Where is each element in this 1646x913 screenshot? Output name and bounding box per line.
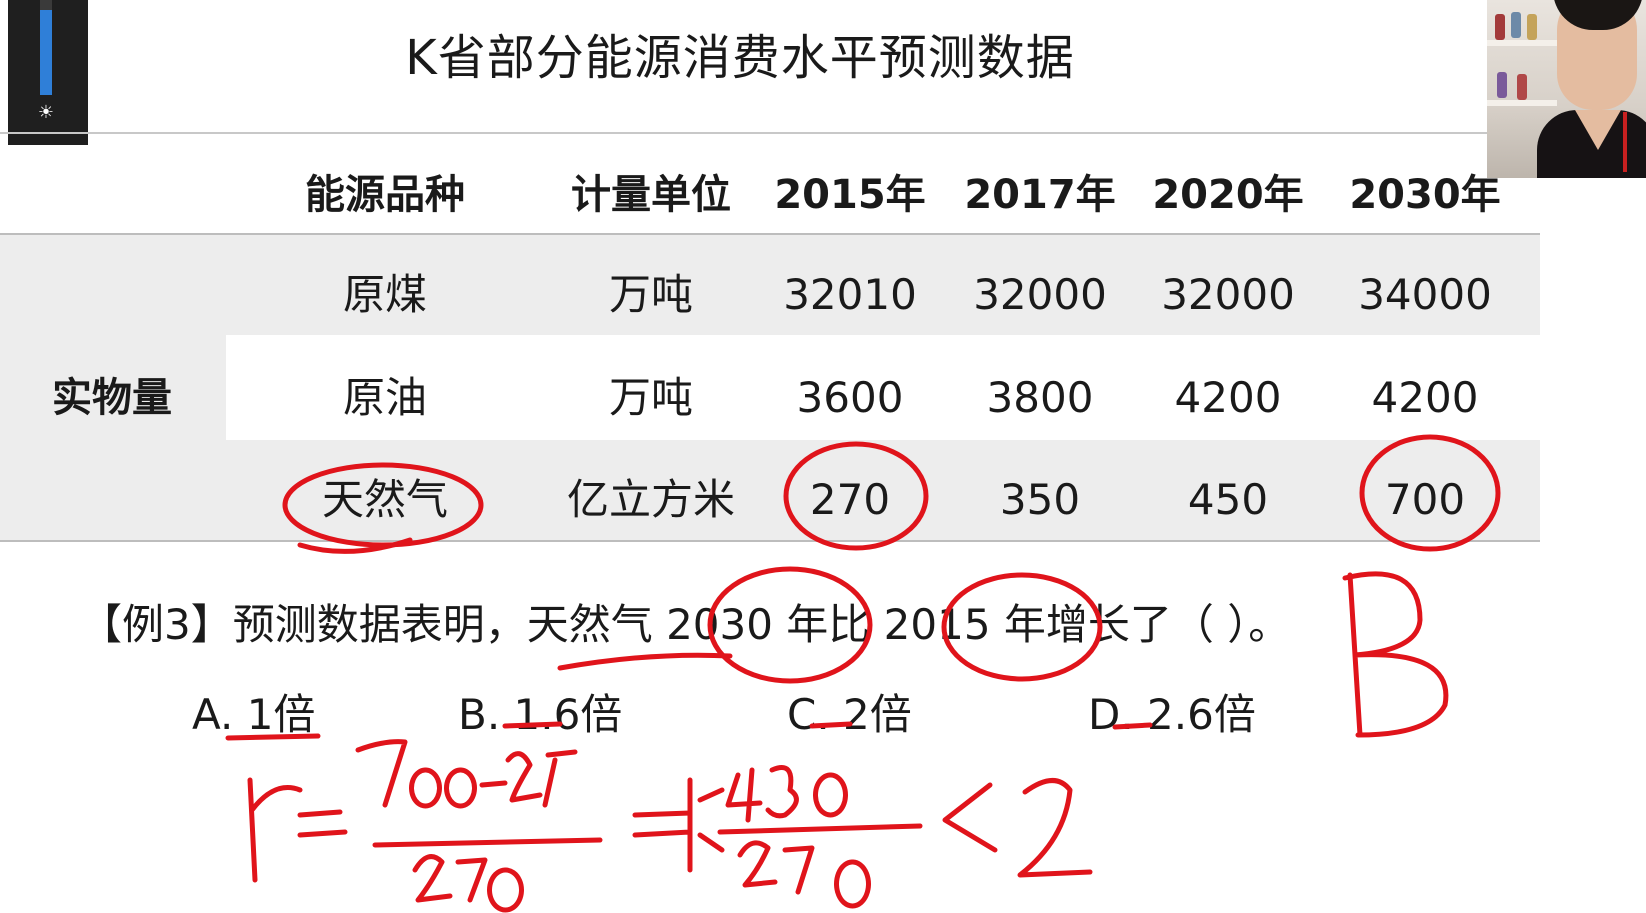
shelf [1487,40,1557,46]
brightness-level-fill [40,9,52,95]
bottle [1517,74,1527,100]
bottle [1495,14,1505,40]
table-cell: 4200 [1174,373,1282,422]
table-row-unit: 万吨 [608,270,694,319]
slide-title: K省部分能源消费水平预测数据 [405,30,1075,86]
formula-numerator [355,739,578,809]
approx-numerator [725,765,848,823]
header-2017: 2017年 [964,172,1116,218]
underline-natural-gas [557,652,733,671]
table-cell: 34000 [1358,270,1492,319]
webcam-overlay [1487,0,1646,178]
option-b[interactable]: B. 1.6倍 [458,690,623,739]
bottle [1497,72,1507,98]
table-row-name: 天然气 [321,475,449,524]
bottle [1527,14,1537,40]
fraction-bar [372,837,603,848]
table-cell: 4200 [1371,373,1479,422]
group-label: 实物量 [52,375,172,421]
table-cell: 270 [809,475,891,524]
formula-r-equals [247,777,348,883]
table-cell: 32000 [973,270,1107,319]
table-row-unit: 万吨 [608,373,694,422]
approx-sign [632,777,725,873]
sun-icon: ☀ [37,102,55,123]
option-c[interactable]: C. 2倍 [787,690,912,739]
brightness-overlay[interactable]: ☀ [8,0,88,145]
table-cell: 450 [1187,475,1269,524]
shirt-stripe [1623,112,1627,172]
title-divider [0,132,1500,134]
question-text: 【例3】预测数据表明，天然气 2030 年比 2015 年增长了（ ）。 [80,600,1291,649]
table-cell: 32010 [783,270,917,319]
less-than-sign [942,782,998,853]
table-cell: 3800 [986,373,1094,422]
approx-fraction-bar [717,823,923,835]
option-d[interactable]: D. 2.6倍 [1088,690,1256,739]
bottle [1511,12,1521,38]
row-band [0,440,1540,540]
header-rule [0,233,1540,235]
header-2015: 2015年 [774,172,926,218]
table-cell: 3600 [796,373,904,422]
header-energy-type: 能源品种 [305,172,465,218]
shelf [1487,100,1557,106]
row-band [226,335,1540,440]
header-2030: 2030年 [1349,172,1501,218]
row-band [0,235,1540,335]
approx-denominator [737,840,871,909]
digit-two [1017,778,1093,878]
header-2020: 2020年 [1152,172,1304,218]
formula-denominator [412,854,524,913]
answer-letter-b [1342,571,1449,738]
table-row-unit: 亿立方米 [566,475,736,524]
option-underlines [225,721,1153,741]
table-row-name: 原油 [342,373,428,422]
header-unit: 计量单位 [571,172,731,218]
table-cell: 350 [999,475,1081,524]
brightness-slider[interactable] [40,0,52,95]
table-cell: 32000 [1161,270,1295,319]
bottom-rule [0,540,1540,542]
table-row-name: 原煤 [342,270,428,319]
table-cell: 700 [1384,475,1466,524]
option-a[interactable]: A. 1倍 [192,690,316,739]
group-label-band [0,335,226,440]
